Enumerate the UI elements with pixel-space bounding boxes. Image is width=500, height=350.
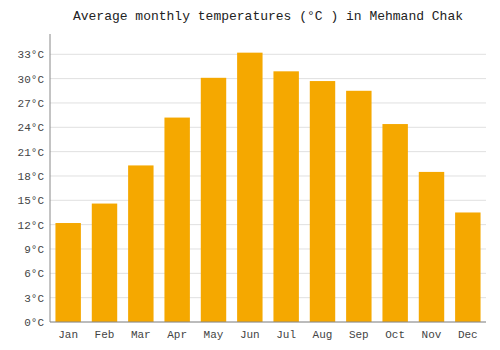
y-tick-label: 24°C: [18, 122, 45, 134]
bar: [201, 78, 226, 322]
grid-line: [50, 54, 486, 55]
bar: [237, 53, 262, 322]
x-tick-label: May: [204, 329, 224, 341]
x-tick-label: Jun: [240, 329, 260, 341]
y-axis-line: [50, 34, 51, 322]
bar: [346, 91, 371, 322]
bar: [128, 165, 153, 322]
y-tick-label: 6°C: [24, 268, 44, 280]
grid: [50, 54, 486, 322]
y-tick-label: 12°C: [18, 220, 45, 232]
x-axis-line: [50, 322, 486, 323]
y-tick-label: 21°C: [18, 147, 45, 159]
grid-line: [50, 102, 486, 103]
x-tick-label: Sep: [349, 329, 369, 341]
bar: [310, 81, 335, 322]
grid-line: [50, 127, 486, 128]
bars: [55, 53, 480, 322]
grid-line: [50, 78, 486, 79]
bar: [455, 212, 480, 322]
y-tick-label: 27°C: [18, 98, 45, 110]
chart-svg: Average monthly temperatures (°C ) in Me…: [0, 0, 500, 350]
y-tick-label: 9°C: [24, 244, 44, 256]
chart-container: Average monthly temperatures (°C ) in Me…: [0, 0, 500, 350]
grid-line: [50, 151, 486, 152]
y-tick-label: 33°C: [18, 49, 45, 61]
x-tick-label: Jul: [276, 329, 296, 341]
bar: [92, 204, 117, 322]
x-tick-label: Mar: [131, 329, 151, 341]
x-tick-label: Apr: [167, 329, 187, 341]
y-tick-label: 18°C: [18, 171, 45, 183]
bar: [55, 223, 80, 322]
y-tick-label: 15°C: [18, 195, 45, 207]
grid-line: [50, 322, 486, 323]
x-tick-label: Feb: [95, 329, 115, 341]
x-tick-label: Oct: [385, 329, 405, 341]
y-tick-label: 30°C: [18, 74, 45, 86]
x-tick-label: Aug: [313, 329, 333, 341]
bar: [419, 172, 444, 322]
chart-title: Average monthly temperatures (°C ) in Me…: [73, 9, 463, 24]
x-tick-label: Nov: [422, 329, 442, 341]
x-tick-label: Jan: [58, 329, 78, 341]
x-tick-label: Dec: [458, 329, 478, 341]
bar: [382, 124, 407, 322]
bar: [164, 118, 189, 322]
y-tick-label: 0°C: [24, 317, 44, 329]
y-tick-label: 3°C: [24, 293, 44, 305]
bar: [273, 71, 298, 322]
